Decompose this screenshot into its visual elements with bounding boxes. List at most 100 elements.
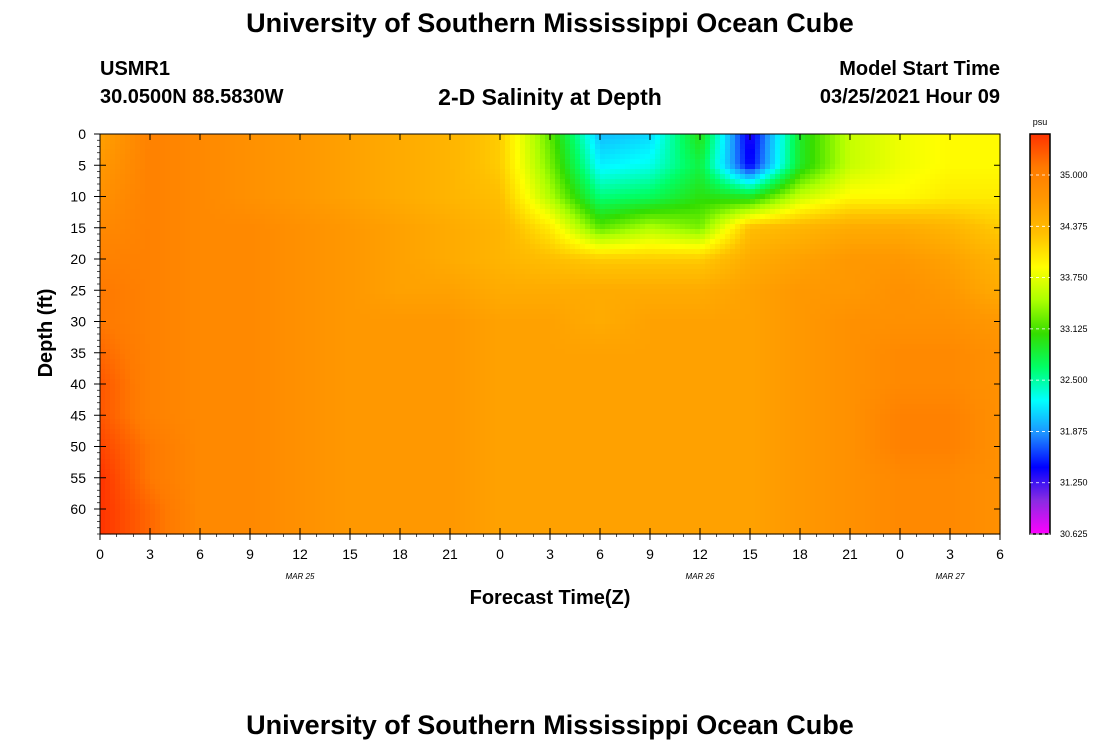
- heatmap-cell: [840, 159, 846, 165]
- heatmap-cell: [870, 144, 876, 150]
- heatmap-cell: [245, 214, 251, 220]
- heatmap-cell: [965, 234, 971, 240]
- heatmap-cell: [115, 189, 121, 195]
- heatmap-cell: [970, 219, 976, 225]
- heatmap-cell: [625, 234, 631, 240]
- heatmap-cell: [690, 219, 696, 225]
- heatmap-cell: [320, 179, 326, 185]
- heatmap-cell: [710, 219, 716, 225]
- heatmap-cell: [285, 144, 291, 150]
- heatmap-cell: [150, 199, 156, 205]
- heatmap-cell: [725, 154, 731, 160]
- heatmap-cell: [685, 154, 691, 160]
- heatmap-cell: [970, 204, 976, 210]
- heatmap-cell: [910, 244, 916, 250]
- heatmap-cell: [595, 234, 601, 240]
- heatmap-cell: [690, 234, 696, 240]
- heatmap-cell: [355, 194, 361, 200]
- heatmap-cell: [685, 224, 691, 230]
- heatmap-cell: [335, 159, 341, 165]
- heatmap-cell: [780, 154, 786, 160]
- heatmap-cell: [120, 189, 126, 195]
- heatmap-cell: [240, 259, 246, 265]
- heatmap-cell: [455, 194, 461, 200]
- heatmap-cell: [765, 134, 771, 140]
- heatmap-cell: [285, 139, 291, 145]
- heatmap-cell: [405, 154, 411, 160]
- heatmap-cell: [480, 169, 486, 175]
- heatmap-cell: [650, 194, 656, 200]
- heatmap-cell: [295, 224, 301, 230]
- heatmap-cell: [550, 159, 556, 165]
- heatmap-cell: [170, 244, 176, 250]
- heatmap-cell: [925, 254, 931, 260]
- heatmap-cell: [200, 154, 206, 160]
- heatmap-cell: [810, 234, 816, 240]
- heatmap-cell: [155, 234, 161, 240]
- heatmap-cell: [480, 134, 486, 140]
- heatmap-cell: [355, 264, 361, 270]
- heatmap-cell: [220, 229, 226, 235]
- heatmap-cell: [290, 179, 296, 185]
- heatmap-cell: [895, 259, 901, 265]
- heatmap-cell: [680, 259, 686, 265]
- heatmap-cell: [515, 254, 521, 260]
- heatmap-cell: [225, 234, 231, 240]
- heatmap-cell: [665, 234, 671, 240]
- heatmap-cell: [635, 154, 641, 160]
- heatmap-cell: [815, 139, 821, 145]
- heatmap-cell: [235, 244, 241, 250]
- heatmap-cell: [795, 154, 801, 160]
- heatmap-cell: [365, 189, 371, 195]
- heatmap-cell: [125, 244, 131, 250]
- heatmap-cell: [535, 199, 541, 205]
- heatmap-cell: [380, 179, 386, 185]
- heatmap-cell: [340, 134, 346, 140]
- heatmap-cell: [120, 149, 126, 155]
- heatmap-cell: [400, 239, 406, 245]
- heatmap-cell: [795, 214, 801, 220]
- heatmap-cell: [370, 199, 376, 205]
- heatmap-cell: [935, 244, 941, 250]
- heatmap-cell: [690, 209, 696, 215]
- heatmap-cell: [985, 179, 991, 185]
- heatmap-cell: [265, 249, 271, 255]
- heatmap-cell: [410, 224, 416, 230]
- heatmap-cell: [590, 209, 596, 215]
- heatmap-cell: [480, 139, 486, 145]
- heatmap-cell: [490, 229, 496, 235]
- heatmap-cell: [890, 249, 896, 255]
- heatmap-cell: [950, 159, 956, 165]
- heatmap-cell: [410, 149, 416, 155]
- heatmap-cell: [210, 269, 216, 275]
- heatmap-cell: [845, 139, 851, 145]
- heatmap-cell: [110, 194, 116, 200]
- heatmap-cell: [195, 184, 201, 190]
- heatmap-cell: [895, 159, 901, 165]
- heatmap-cell: [345, 264, 351, 270]
- heatmap-cell: [390, 219, 396, 225]
- heatmap-cell: [230, 154, 236, 160]
- heatmap-cell: [640, 229, 646, 235]
- heatmap-cell: [805, 184, 811, 190]
- heatmap-cell: [305, 214, 311, 220]
- heatmap-cell: [295, 269, 301, 275]
- heatmap-cell: [545, 194, 551, 200]
- heatmap-cell: [195, 134, 201, 140]
- heatmap-cell: [350, 244, 356, 250]
- heatmap-cell: [730, 169, 736, 175]
- heatmap-cell: [330, 184, 336, 190]
- heatmap-cell: [980, 139, 986, 145]
- heatmap-cell: [890, 184, 896, 190]
- heatmap-cell: [210, 244, 216, 250]
- heatmap-cell: [180, 139, 186, 145]
- heatmap-cell: [250, 254, 256, 260]
- heatmap-cell: [800, 144, 806, 150]
- heatmap-cell: [450, 259, 456, 265]
- heatmap-cell: [705, 194, 711, 200]
- heatmap-cell: [390, 239, 396, 245]
- heatmap-cell: [870, 229, 876, 235]
- heatmap-cell: [995, 224, 1001, 230]
- heatmap-cell: [325, 164, 331, 170]
- heatmap-cell: [770, 244, 776, 250]
